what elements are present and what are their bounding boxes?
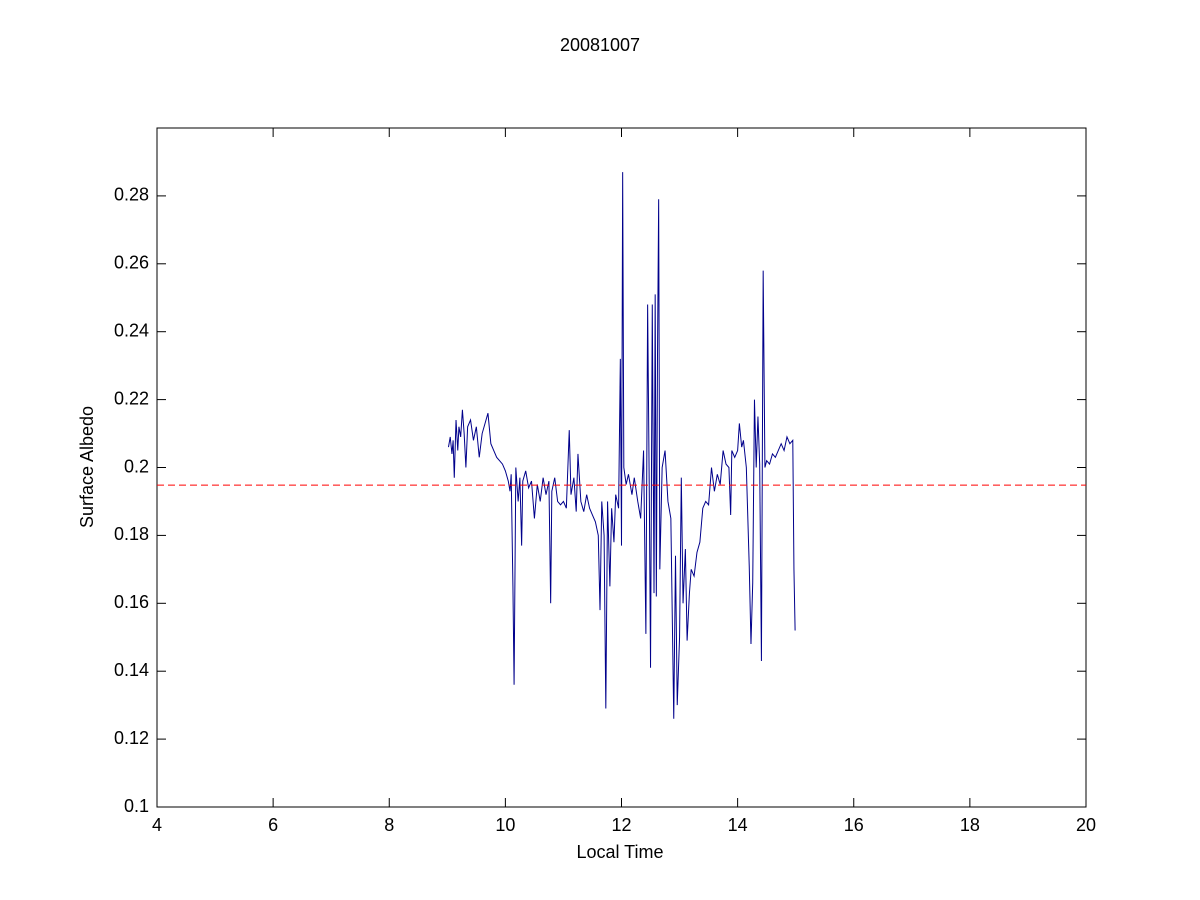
y-tick-label: 0.22 <box>114 388 149 408</box>
y-tick-label: 0.26 <box>114 253 149 273</box>
y-tick-label: 0.1 <box>124 796 149 816</box>
y-tick-label: 0.24 <box>114 320 149 340</box>
y-tick-label: 0.18 <box>114 524 149 544</box>
data-line <box>447 172 796 719</box>
y-tick-label: 0.2 <box>124 456 149 476</box>
x-axis-label: Local Time <box>576 842 663 862</box>
y-tick-label: 0.28 <box>114 185 149 205</box>
x-tick-label: 8 <box>384 815 394 835</box>
x-tick-label: 16 <box>844 815 864 835</box>
x-tick-label: 14 <box>728 815 748 835</box>
x-tick-label: 6 <box>268 815 278 835</box>
y-tick-label: 0.14 <box>114 660 149 680</box>
x-tick-label: 4 <box>152 815 162 835</box>
x-tick-label: 12 <box>611 815 631 835</box>
x-tick-label: 18 <box>960 815 980 835</box>
x-tick-label: 20 <box>1076 815 1096 835</box>
plot-frame <box>156 127 1087 808</box>
chart-title: 20081007 <box>560 35 640 55</box>
y-axis-label: Surface Albedo <box>77 406 97 528</box>
y-tick-label: 0.12 <box>114 728 149 748</box>
y-tick-label: 0.16 <box>114 592 149 612</box>
x-tick-label: 10 <box>495 815 515 835</box>
